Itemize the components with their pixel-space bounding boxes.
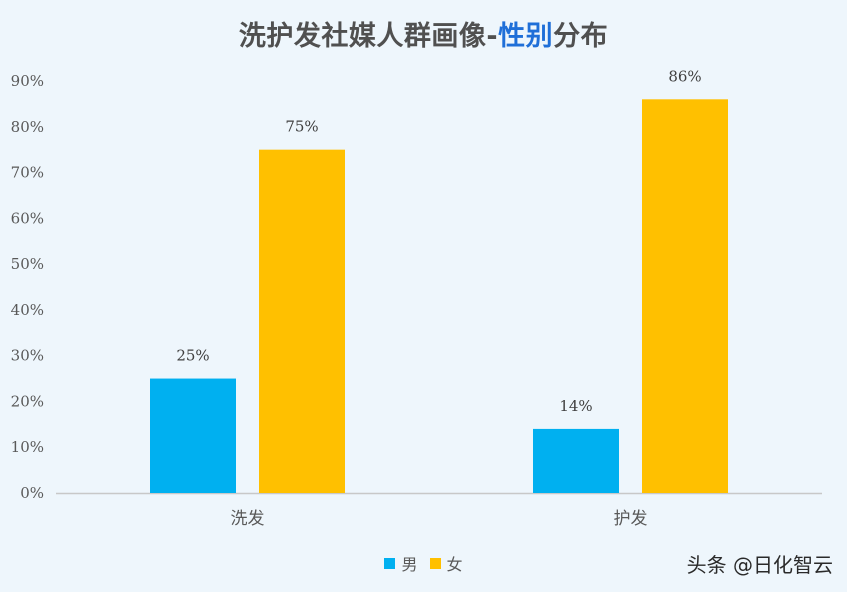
- data-label: 86%: [668, 67, 701, 85]
- y-tick-label: 90%: [11, 72, 44, 90]
- y-tick-label: 30%: [11, 347, 44, 365]
- title-suffix: 分布: [553, 21, 609, 52]
- legend-swatch-female: [429, 557, 441, 569]
- bar-female: [642, 99, 728, 494]
- data-label: 75%: [285, 118, 318, 136]
- chart-title: 洗护发社媒人群画像-性别分布: [0, 14, 847, 53]
- bar-male: [150, 378, 236, 493]
- bar-female: [259, 149, 345, 493]
- y-tick-label: 70%: [11, 164, 44, 182]
- y-tick-label: 60%: [11, 209, 44, 227]
- data-label: 25%: [176, 347, 209, 365]
- bar-male: [533, 428, 619, 493]
- y-tick-label: 50%: [11, 255, 44, 273]
- legend-label-female: 女: [446, 555, 463, 574]
- legend-item-female: 女: [429, 551, 463, 575]
- x-category-label: 护发: [614, 509, 648, 529]
- legend: 男 女: [0, 551, 847, 575]
- y-tick-label: 20%: [11, 392, 44, 410]
- y-tick-label: 40%: [11, 301, 44, 319]
- legend-swatch-male: [384, 557, 396, 569]
- y-tick-label: 10%: [11, 438, 44, 456]
- y-tick-label: 0%: [20, 484, 44, 502]
- data-label: 14%: [559, 397, 592, 415]
- title-prefix: 洗护发社媒人群画像-: [238, 21, 499, 52]
- x-category-label: 洗发: [231, 509, 265, 529]
- title-highlight: 性别: [498, 21, 554, 52]
- legend-label-male: 男: [401, 555, 418, 574]
- watermark: 头条 @日化智云: [686, 553, 833, 577]
- legend-item-male: 男: [384, 551, 418, 575]
- y-tick-label: 80%: [11, 118, 44, 136]
